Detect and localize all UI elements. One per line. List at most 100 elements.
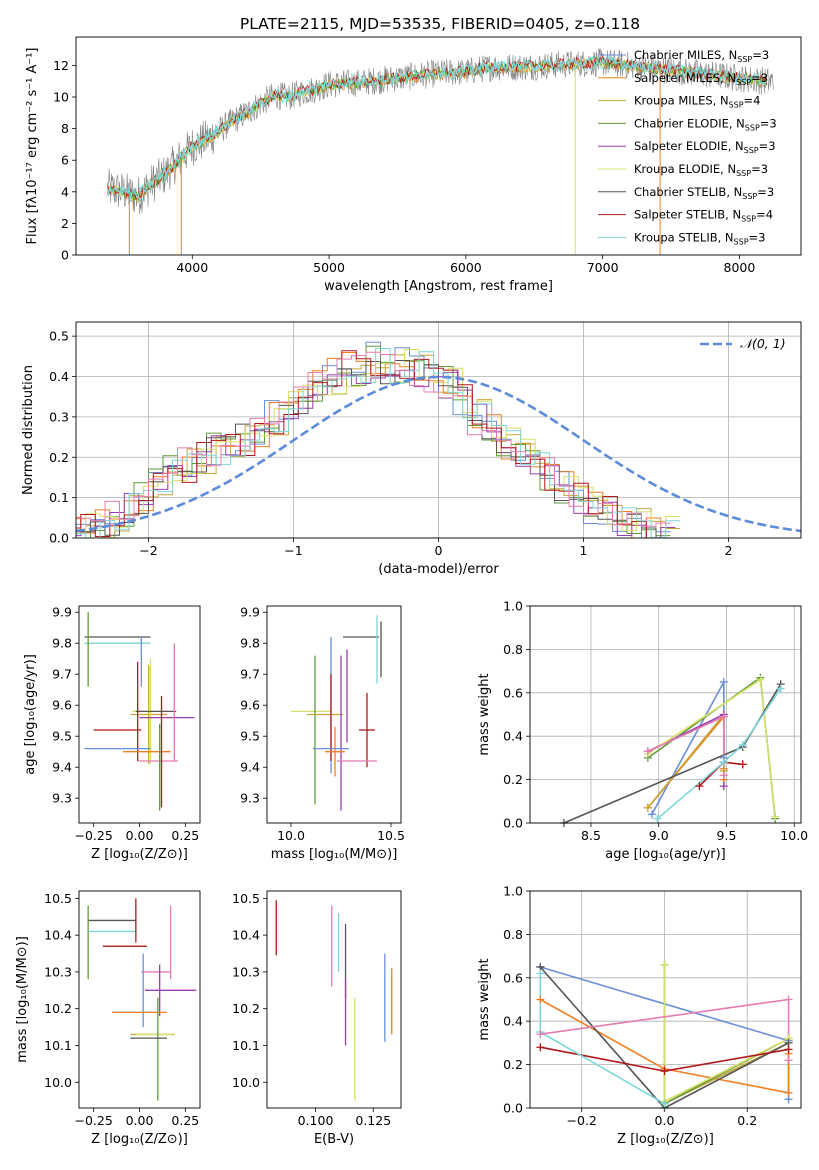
- legend-label: Salpeter ELODIE, NSSP=3: [634, 139, 776, 155]
- x-tick-label: −0.25: [75, 828, 113, 843]
- y-tick-label: 10.0: [44, 1075, 72, 1090]
- legend-label-part: Salpeter ELODIE, N: [634, 139, 744, 153]
- x-tick-label: 0.25: [171, 1113, 199, 1128]
- x-axis-label: Z [log₁₀(Z/Z⊙)]: [91, 847, 188, 862]
- legend-label-subscript: SSP: [737, 55, 752, 64]
- y-tick-label: 0.2: [49, 450, 69, 465]
- axes-frame: [75, 36, 802, 256]
- legend-label-part: Kroupa STELIB, N: [634, 230, 734, 244]
- residual-histogram-step: [76, 351, 671, 533]
- axes-frame: [75, 321, 802, 539]
- plus-marker: [653, 814, 662, 823]
- x-tick-label: 0.00: [126, 828, 154, 843]
- x-tick-label: 4000: [176, 260, 208, 275]
- legend-label-part: Chabrier MILES, N: [634, 48, 737, 62]
- x-tick-label: −2: [139, 543, 157, 558]
- x-tick-label: 10.0: [277, 828, 305, 843]
- legend-label: Chabrier STELIB, NSSP=3: [634, 185, 774, 201]
- weight-series-line: [663, 964, 789, 1106]
- y-tick-label: 9.8: [240, 636, 260, 651]
- plus-marker: [660, 1099, 669, 1108]
- y-tick-label: 0: [61, 248, 69, 263]
- y-tick-label: 10: [53, 90, 69, 105]
- legend-label-subscript: SSP: [734, 237, 749, 246]
- y-tick-label: 0.0: [503, 816, 523, 831]
- figure-title: PLATE=2115, MJD=53535, FIBERID=0405, z=0…: [240, 15, 640, 33]
- plus-marker: [719, 677, 728, 686]
- y-tick-label: 0.4: [503, 1014, 523, 1029]
- x-tick-label: 5000: [313, 260, 345, 275]
- y-tick-label: 10.2: [232, 1001, 260, 1016]
- weight-vs-age-panel: 8.5 9.0 9.5 10.0 0.0 0.2 0.4 0.6 0.8 1.0 age [log₁…: [477, 599, 808, 863]
- x-tick-label: 9.5: [717, 828, 737, 843]
- y-axis-label: mass weight: [477, 958, 492, 1040]
- y-tick-label: 9.7: [52, 667, 72, 682]
- spectrum-panel: 4000 5000 6000 7000 8000 0 2 4 6 8 10 12 wavelength …: [25, 36, 802, 294]
- plus-marker: [660, 1067, 669, 1076]
- y-tick-label: 4: [61, 184, 69, 199]
- legend-label-part: =3: [749, 230, 766, 244]
- mass-vs-reddening-panel: 0.100 0.125 10.0 10.1 10.2 10.3 10.4 10.5 E(B-V): [232, 890, 402, 1147]
- plus-marker: [536, 995, 545, 1004]
- y-tick-label: 0.6: [503, 685, 523, 700]
- x-tick-label: −0.2: [567, 1113, 597, 1128]
- y-axis-label: mass [log₁₀(M/M⊙)]: [15, 936, 30, 1063]
- residual-histogram-panel: −2 −1 0 1 2 0.0 0.1 0.2 0.3 0.4 0.5 (data-model)/er…: [21, 321, 802, 577]
- legend-label-subscript: SSP: [745, 123, 760, 132]
- plot-area: [275, 900, 393, 1101]
- legend-label-part: Salpeter MILES, N: [634, 71, 736, 85]
- y-tick-label: 0.0: [49, 531, 69, 546]
- plus-marker: [536, 969, 545, 978]
- plot-area: [76, 341, 801, 538]
- y-tick-label: 0.0: [503, 1101, 523, 1116]
- y-tick-label: 9.3: [52, 791, 72, 806]
- plus-marker: [695, 782, 704, 791]
- y-tick-label: 9.9: [240, 605, 260, 620]
- axes-frame: [78, 890, 201, 1109]
- plus-marker: [719, 758, 728, 767]
- plus-marker: [771, 812, 780, 821]
- y-tick-label: 9.3: [240, 791, 260, 806]
- y-tick-label: 0.3: [49, 409, 69, 424]
- y-tick-label: 6: [61, 153, 69, 168]
- plus-marker: [776, 684, 785, 693]
- residual-histogram-step: [76, 348, 681, 538]
- axes-frame: [529, 890, 802, 1109]
- plot-area: [107, 48, 774, 255]
- axes-frame: [529, 605, 802, 824]
- weight-series-line: [539, 966, 789, 1108]
- axes-frame: [266, 890, 402, 1109]
- legend-label: Kroupa MILES, NSSP=4: [634, 94, 760, 110]
- plus-marker: [719, 712, 728, 721]
- plot-area: [87, 898, 197, 1101]
- x-axis-label: E(B-V): [314, 1132, 354, 1147]
- legend-label-part: =3: [759, 139, 776, 153]
- legend-label: Salpeter MILES, NSSP=3: [634, 71, 768, 87]
- weight-series-line: [656, 688, 782, 820]
- y-axis-label: age [log₁₀(age/yr)]: [23, 654, 38, 775]
- legend-label: Salpeter STELIB, NSSP=4: [634, 208, 773, 224]
- y-tick-label: 12: [53, 58, 69, 73]
- x-tick-label: 8000: [724, 260, 756, 275]
- y-tick-label: 0.5: [49, 329, 69, 344]
- legend-label: Chabrier MILES, NSSP=3: [634, 48, 769, 64]
- weight-series-line: [539, 998, 790, 1094]
- y-tick-label: 0.4: [49, 369, 69, 384]
- legend-label-part: =3: [751, 162, 768, 176]
- plot-area: [539, 964, 790, 1108]
- legend-label: Kroupa STELIB, NSSP=3: [634, 230, 765, 246]
- weight-series-line: [647, 715, 725, 776]
- x-tick-label: −0.25: [75, 1113, 113, 1128]
- plus-marker: [719, 782, 728, 791]
- y-tick-label: 2: [61, 216, 69, 231]
- x-tick-label: 10.0: [780, 828, 808, 843]
- x-axis-label: mass [log₁₀(M/M⊙)]: [271, 847, 398, 862]
- legend-label-subscript: SSP: [744, 146, 759, 155]
- legend-label-subscript: SSP: [736, 78, 751, 87]
- y-tick-label: 9.4: [52, 760, 72, 775]
- legend-label-subscript: SSP: [729, 101, 744, 110]
- y-tick-label: 0.8: [503, 642, 523, 657]
- x-axis-label: Z [log₁₀(Z/Z⊙)]: [91, 1132, 188, 1147]
- y-tick-label: 10.1: [232, 1038, 260, 1053]
- plus-marker: [756, 675, 765, 684]
